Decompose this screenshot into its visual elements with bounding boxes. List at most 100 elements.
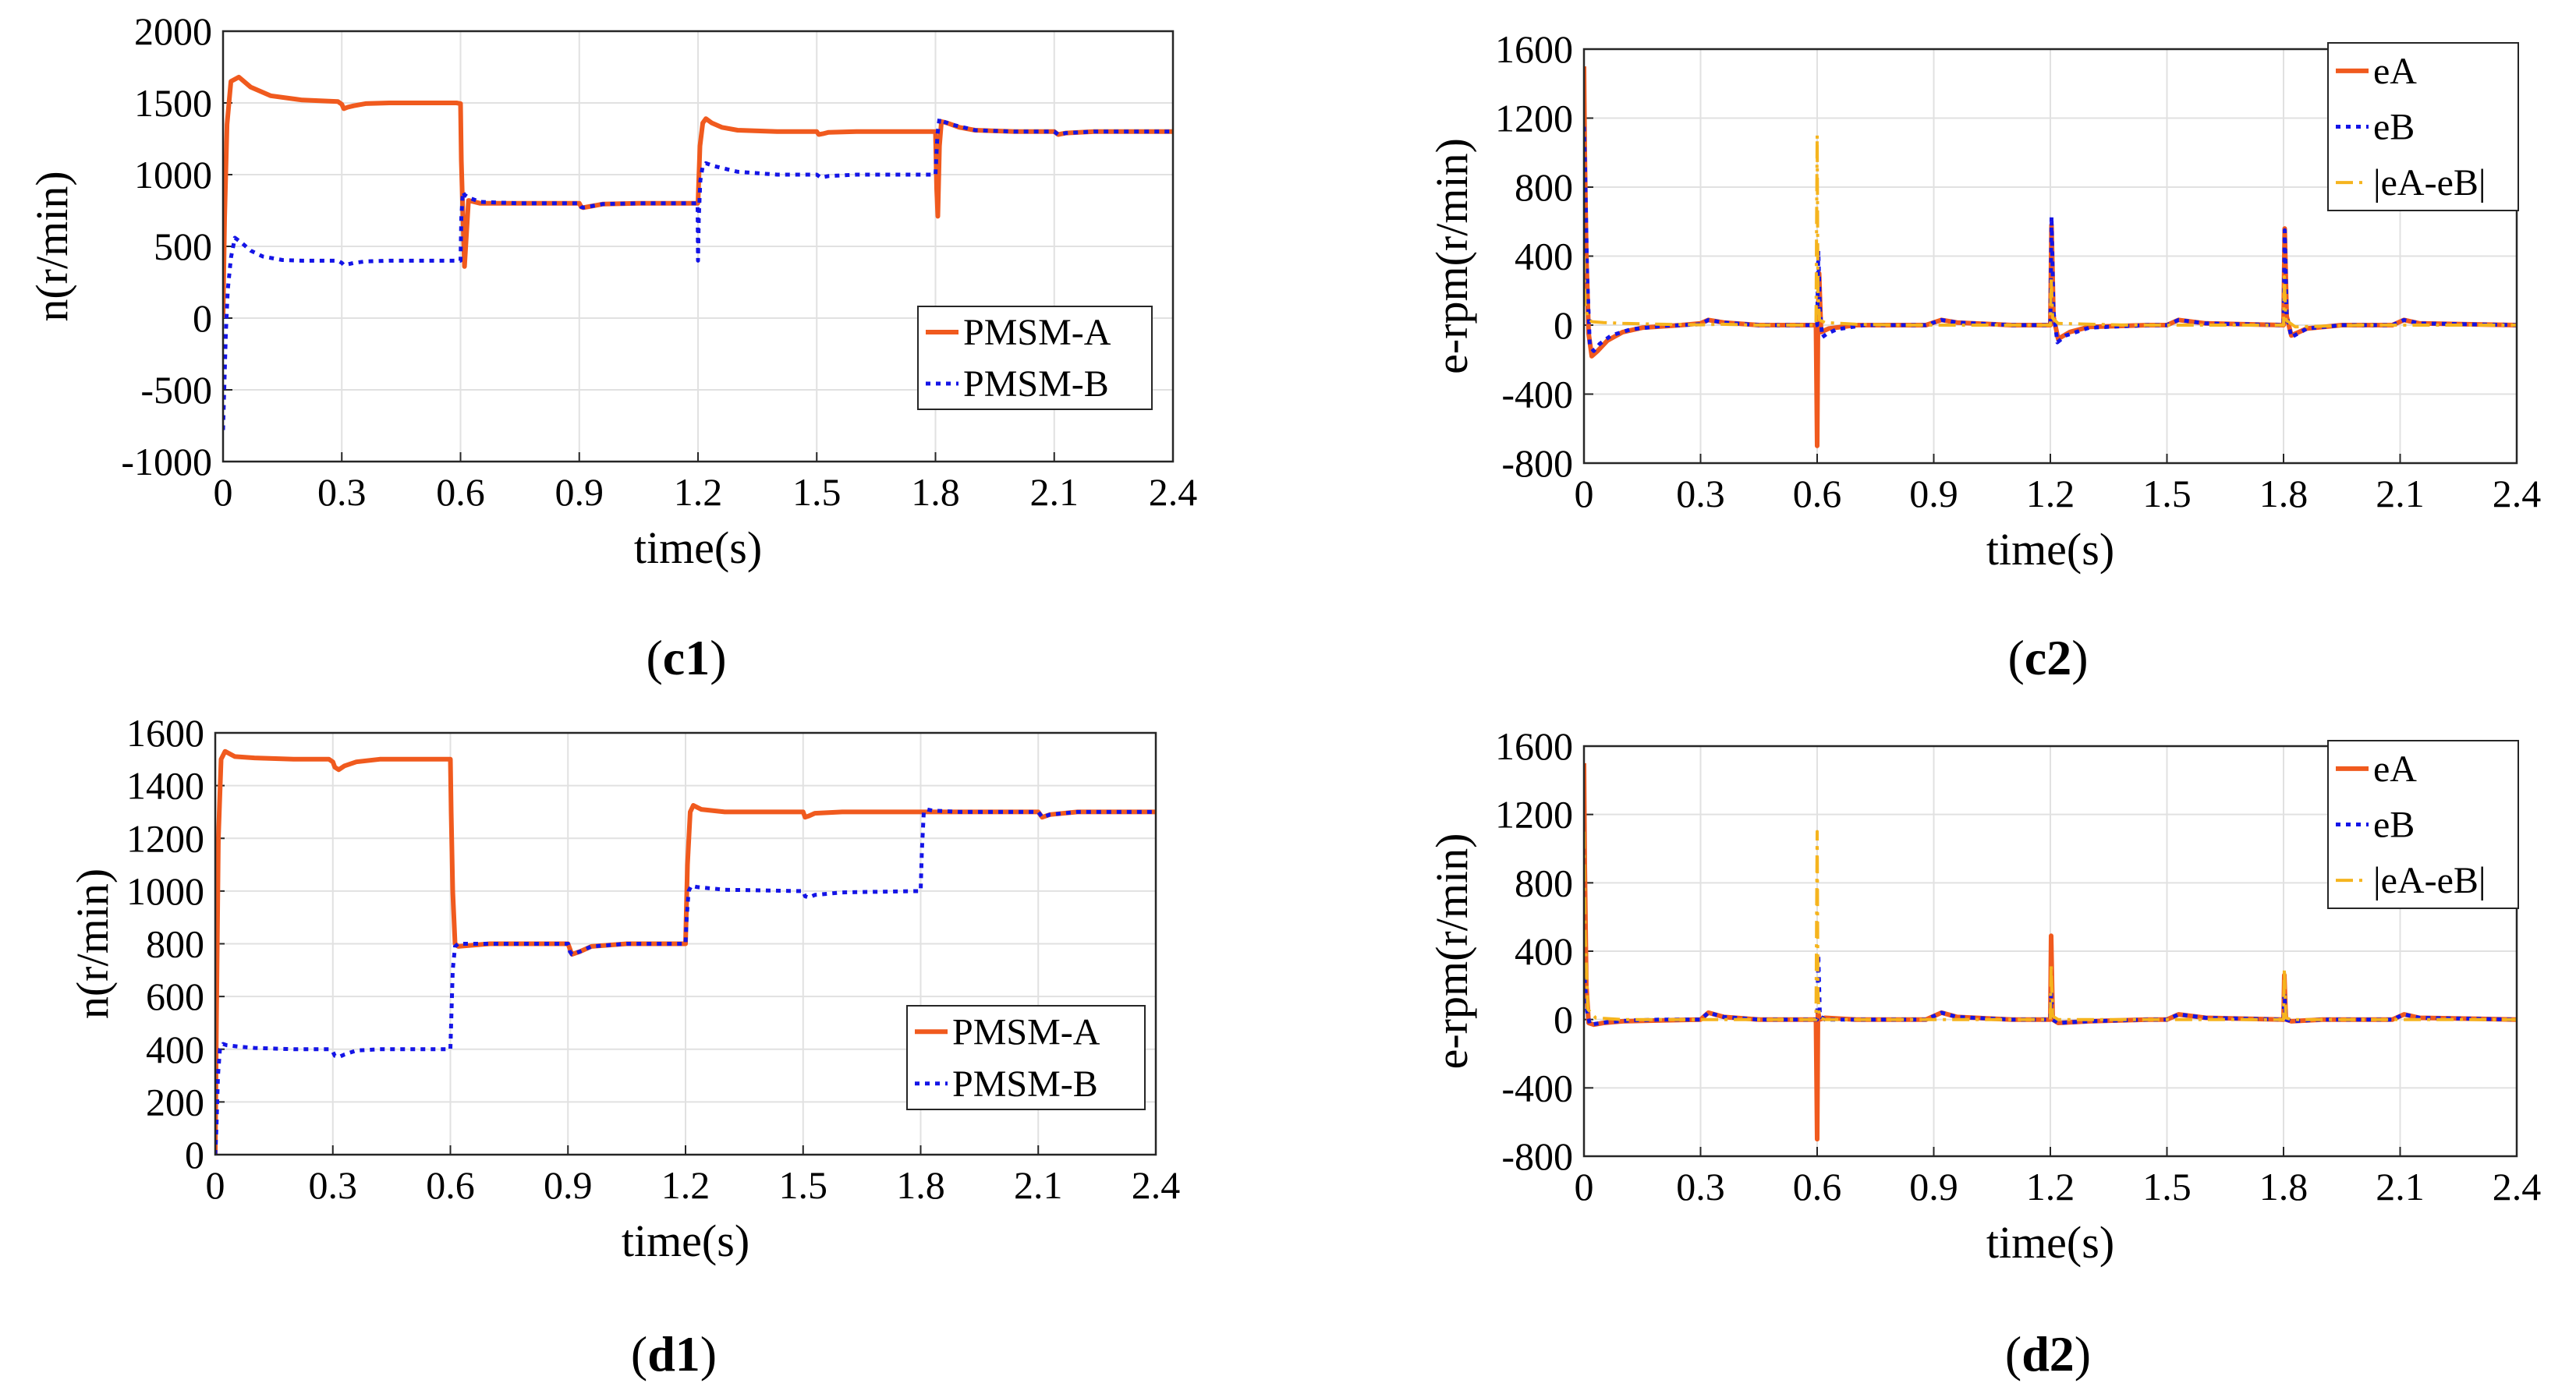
series-group [1584, 762, 2517, 1142]
series-line-pmsm-b [223, 116, 1173, 430]
axes-box [1582, 745, 2518, 1158]
y-tick-label: 400 [1515, 929, 1573, 973]
axes-box [214, 731, 1157, 1156]
series-group [215, 748, 1156, 1155]
legend-label: PMSM-B [952, 1063, 1098, 1105]
y-tick-label: 800 [1515, 165, 1573, 209]
x-tick-label: 1.2 [661, 1163, 710, 1207]
y-tick-label: -800 [1501, 441, 1573, 485]
x-tick-label: 0.6 [1793, 1165, 1842, 1208]
x-tick-label: 1.5 [2142, 472, 2192, 515]
legend-label: PMSM-A [952, 1011, 1100, 1053]
legend-box [906, 1005, 1146, 1110]
legend-label: eB [2373, 107, 2415, 148]
caption-c1: (c1) [646, 630, 726, 685]
x-tick-label: 0.9 [1909, 472, 1958, 515]
caption-c2: (c2) [2007, 630, 2088, 685]
legend-label: eA [2373, 748, 2417, 790]
legend-label: eB [2373, 805, 2415, 846]
y-tick-label: 500 [154, 225, 212, 268]
series-group [223, 74, 1173, 430]
y-tick-label: 1400 [126, 764, 204, 808]
y-tick-label: 1500 [134, 81, 212, 125]
x-tick-label: 0.6 [436, 470, 485, 514]
x-tick-label: 1.2 [2026, 472, 2075, 515]
x-tick-label: 0.9 [544, 1163, 593, 1207]
y-tick-label: 400 [146, 1028, 204, 1071]
x-tick-label: 2.1 [2376, 1165, 2425, 1208]
y-axis-label: n(r/min) [27, 171, 77, 321]
x-tick-label: 1.5 [792, 470, 842, 514]
y-axis-label: n(r/min) [67, 869, 118, 1019]
caption-d1: (d1) [631, 1326, 717, 1382]
x-tick-label: 1.8 [911, 470, 960, 514]
x-tick-label: 2.4 [2493, 472, 2542, 515]
x-tick-label: 0.3 [309, 1163, 358, 1207]
legend-label: |eA-eB| [2373, 162, 2486, 203]
series-line-ea-eb [1584, 133, 2517, 329]
x-tick-label: 0.9 [1909, 1165, 1958, 1208]
x-tick-label: 0.6 [426, 1163, 475, 1207]
y-tick-label: 1200 [126, 816, 204, 860]
y-tick-label: 1600 [1495, 724, 1573, 768]
x-tick-label: 1.2 [2026, 1165, 2075, 1208]
y-tick-label: 200 [146, 1080, 204, 1123]
x-tick-label: 1.8 [896, 1163, 945, 1207]
y-tick-label: -1000 [121, 440, 212, 483]
axes-box [221, 30, 1175, 463]
legend-label: |eA-eB| [2373, 860, 2486, 901]
x-tick-label: 0 [1575, 1165, 1594, 1208]
y-tick-label: 1000 [134, 153, 212, 196]
y-tick-label: 0 [1554, 303, 1573, 347]
x-tick-label: 2.1 [2376, 472, 2425, 515]
y-axis-label: e-rpm(r/min) [1426, 833, 1477, 1070]
x-tick-label: 0.9 [555, 470, 604, 514]
x-tick-label: 0 [214, 470, 233, 514]
x-tick-label: 2.1 [1030, 470, 1079, 514]
panel-d1: 0 0.3 0.6 0.9 1.2 1.5 1.8 2.1 2.4020040060080010… [67, 711, 1180, 1266]
y-tick-label: -400 [1501, 373, 1573, 416]
y-tick-label: 1200 [1495, 793, 1573, 837]
y-tick-label: 0 [193, 296, 212, 340]
x-tick-label: 1.5 [2142, 1165, 2192, 1208]
x-tick-label: 0.3 [317, 470, 367, 514]
x-tick-label: 2.4 [1149, 470, 1198, 514]
legend-box [917, 306, 1153, 410]
x-tick-label: 1.2 [674, 470, 723, 514]
y-tick-label: -400 [1501, 1066, 1573, 1109]
legend-label: PMSM-B [963, 363, 1109, 405]
y-tick-label: 800 [1515, 861, 1573, 904]
x-axis-label: time(s) [1986, 524, 2114, 575]
y-axis-label: e-rpm(r/min) [1426, 138, 1477, 374]
axes-box [1582, 48, 2518, 465]
y-tick-label: -800 [1501, 1134, 1573, 1178]
y-tick-label: 600 [146, 975, 204, 1018]
x-tick-label: 0 [1575, 472, 1594, 515]
series-line-ea-eb [1584, 830, 2517, 1021]
y-tick-label: 2000 [134, 9, 212, 53]
x-axis-label: time(s) [622, 1215, 749, 1266]
x-axis-label: time(s) [1986, 1217, 2114, 1268]
y-tick-label: 1600 [1495, 27, 1573, 71]
y-tick-label: 800 [146, 922, 204, 966]
x-tick-label: 2.4 [1132, 1163, 1181, 1207]
y-tick-label: 1000 [126, 869, 204, 913]
series-line-pmsm-a [223, 74, 1173, 319]
series-line-eb [1584, 126, 2517, 353]
panel-c1: 0 0.3 0.6 0.9 1.2 1.5 1.8 2.1 2.4 -1000 -500 0 500 10… [27, 9, 1197, 573]
x-tick-label: 0 [206, 1163, 225, 1207]
caption-d2: (d2) [2005, 1326, 2091, 1382]
y-tick-label: 1600 [126, 711, 204, 755]
series-group [1584, 66, 2517, 448]
panel-c2: 0 0.3 0.6 0.9 1.2 1.5 1.8 2.1 2.4 -800 -400 0 400 800… [1426, 27, 2541, 575]
x-tick-label: 2.4 [2493, 1165, 2542, 1208]
x-tick-label: 1.8 [2259, 472, 2308, 515]
panel-d2: 0 0.3 0.6 0.9 1.2 1.5 1.8 2.1 2.4 -800 -400 0 400 800… [1426, 724, 2541, 1268]
x-tick-label: 2.1 [1014, 1163, 1063, 1207]
y-tick-label: 0 [1554, 998, 1573, 1042]
y-tick-label: 0 [185, 1133, 204, 1176]
x-axis-label: time(s) [634, 522, 762, 573]
x-tick-label: 1.8 [2259, 1165, 2308, 1208]
x-tick-label: 0.6 [1793, 472, 1842, 515]
